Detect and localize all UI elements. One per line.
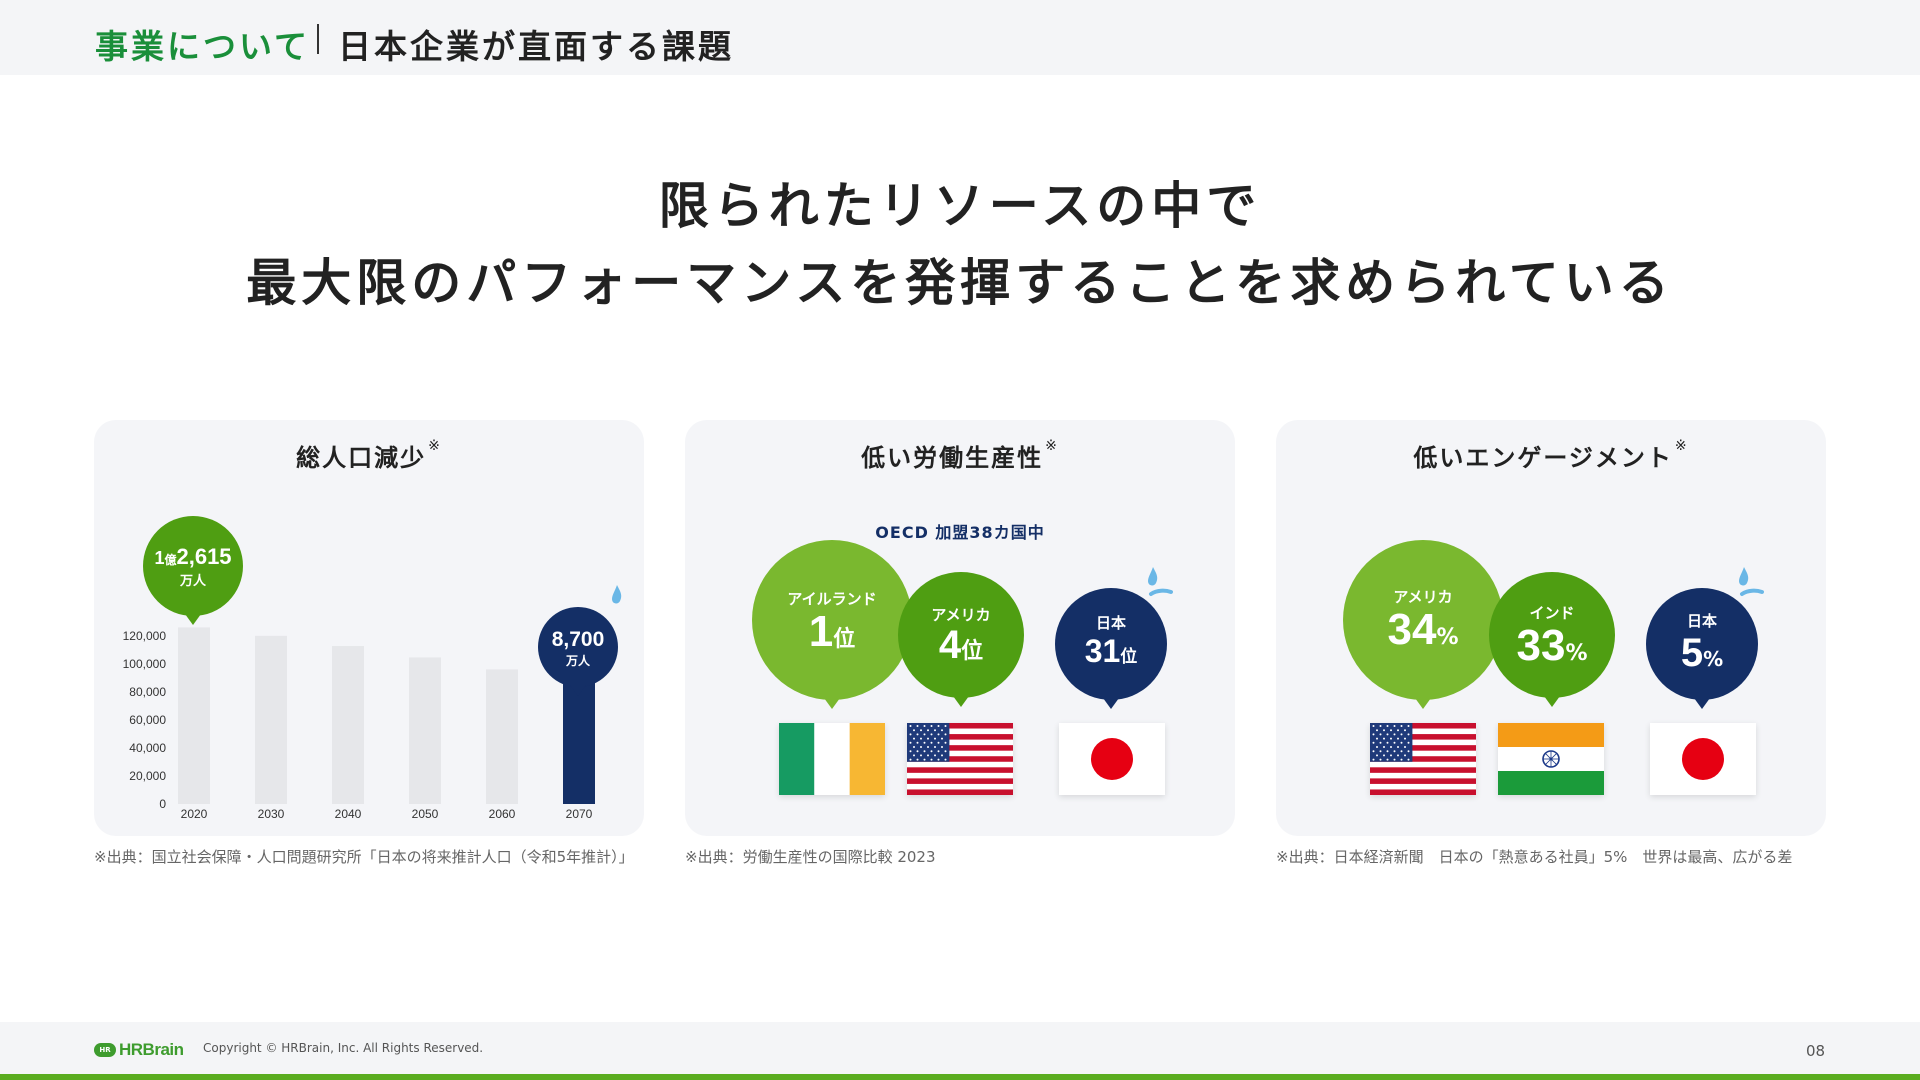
footnote-mark: ※ (428, 438, 442, 454)
y-tick-label: 120,000 (123, 629, 167, 643)
y-tick-label: 60,000 (129, 713, 166, 727)
ireland-flag-icon (779, 723, 885, 795)
ireland-rank-bubble: アイルランド 1位 (752, 540, 912, 709)
hrbrain-logo: HRBrain (119, 1040, 184, 1059)
bar-2020 (178, 627, 210, 804)
engagement-card: 低いエンゲージメント ※ アメリカ 34% インド 33% 日本 5% (1276, 420, 1826, 836)
japan-engagement-bubble: 日本 5% (1646, 588, 1758, 709)
productivity-card: 低い労働生産性 ※ OECD 加盟38カ国中 アイルランド 1位 アメリカ 4位 … (685, 420, 1235, 836)
usa-rank-bubble: アメリカ 4位 (898, 572, 1024, 707)
india-flag-icon (1498, 723, 1604, 795)
bar-2070 (563, 682, 595, 804)
bar-2060 (486, 669, 518, 804)
productivity-card-title: 低い労働生産性 ※ (861, 438, 1059, 472)
oecd-label: OECD 加盟38カ国中 (875, 523, 1045, 542)
population-source: ※出典：国立社会保障・人口問題研究所「日本の将来推計人口（令和5年推計）」 (94, 848, 634, 866)
copyright: Copyright © HRBrain, Inc. All Rights Res… (203, 1041, 484, 1055)
bar-2050 (409, 657, 441, 804)
sweat-drop-icon (1739, 567, 1764, 596)
bar-2040 (332, 646, 364, 804)
population-card: 総人口減少 ※ 0 20,000 40,000 60,000 80,000 100,000 1… (94, 420, 644, 836)
y-tick-label: 0 (159, 797, 166, 811)
bar-2030 (255, 635, 287, 804)
headline-line-1: 限られたリソースの中で (658, 177, 1262, 235)
y-tick-label: 20,000 (129, 769, 166, 783)
sweat-drop-icon (612, 585, 622, 604)
y-tick-label: 80,000 (129, 685, 166, 699)
header-title: 日本企業が直面する課題 (338, 27, 734, 66)
header-divider (317, 24, 319, 54)
section-label: 事業について (95, 27, 311, 66)
engagement-source: ※出典：日本経済新聞 日本の「熱意ある社員」5% 世界は最高、広がる差 (1276, 848, 1793, 866)
page-number: 08 (1806, 1042, 1826, 1060)
y-tick-label: 100,000 (123, 657, 167, 671)
x-category-label: 2040 (335, 807, 362, 821)
headline-line-2: 最大限のパフォーマンスを発揮することを求められている (246, 254, 1674, 312)
x-category-label: 2060 (489, 807, 516, 821)
usa-flag-icon (907, 723, 1013, 795)
footnote-mark: ※ (1045, 438, 1059, 454)
footer-accent-line (0, 1074, 1920, 1080)
population-chart: 020,00040,00060,00080,000100,000120,000 … (123, 627, 595, 821)
population-card-title: 総人口減少 ※ (296, 438, 442, 472)
top-bar (0, 0, 1920, 75)
usa-flag-icon (1370, 723, 1476, 795)
x-category-label: 2020 (181, 807, 208, 821)
x-category-label: 2050 (412, 807, 439, 821)
japan-rank-bubble: 日本 31位 (1055, 588, 1167, 709)
japan-flag-icon (1059, 723, 1165, 795)
hrbrain-logo-icon: HR (94, 1043, 116, 1057)
footnote-mark: ※ (1674, 438, 1689, 454)
india-engagement-bubble: インド 33% (1489, 572, 1615, 707)
x-category-label: 2070 (566, 807, 593, 821)
productivity-source: ※出典：労働生産性の国際比較 2023 (685, 848, 936, 866)
population-2020-callout: 1億2,615 万人 (143, 516, 243, 625)
usa-engagement-bubble: アメリカ 34% (1343, 540, 1503, 709)
y-tick-label: 40,000 (129, 741, 166, 755)
sweat-drop-icon (1148, 567, 1173, 596)
population-2070-callout: 8,700 万人 (538, 607, 618, 696)
x-category-label: 2030 (258, 807, 285, 821)
engagement-card-title: 低いエンゲージメント ※ (1413, 438, 1689, 472)
japan-flag-icon (1650, 723, 1756, 795)
footer-bar (0, 1022, 1920, 1074)
